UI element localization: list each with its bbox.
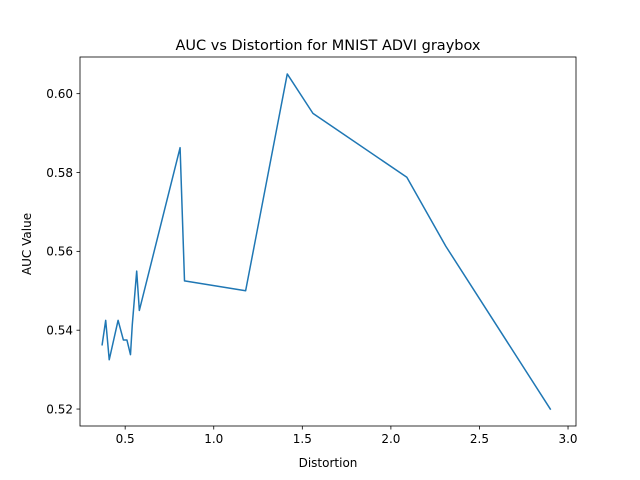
y-tick-label: 0.54: [46, 324, 73, 338]
x-tick-label: 2.0: [381, 432, 400, 446]
x-tick-label: 2.5: [470, 432, 489, 446]
x-tick-label: 0.5: [116, 432, 135, 446]
y-tick-label: 0.52: [46, 402, 73, 416]
axes-frame: [79, 56, 577, 427]
y-axis-label: AUC Value: [20, 213, 34, 275]
chart-title: AUC vs Distortion for MNIST ADVI graybox: [176, 38, 481, 54]
plot-area: 0.5 1.0 1.5 2.0 2.5 3.0 0.52 0.54 0.56 0.58 0.60: [46, 56, 578, 446]
x-tick-label: 3.0: [558, 432, 577, 446]
y-tick-label: 0.56: [46, 245, 73, 259]
y-tick-label: 0.60: [46, 87, 73, 101]
y-tick-label: 0.58: [46, 166, 73, 180]
x-axis-label: Distortion: [299, 456, 358, 470]
x-tick-label: 1.0: [204, 432, 223, 446]
x-tick-label: 1.5: [293, 432, 312, 446]
series-line-0: [101, 73, 552, 411]
